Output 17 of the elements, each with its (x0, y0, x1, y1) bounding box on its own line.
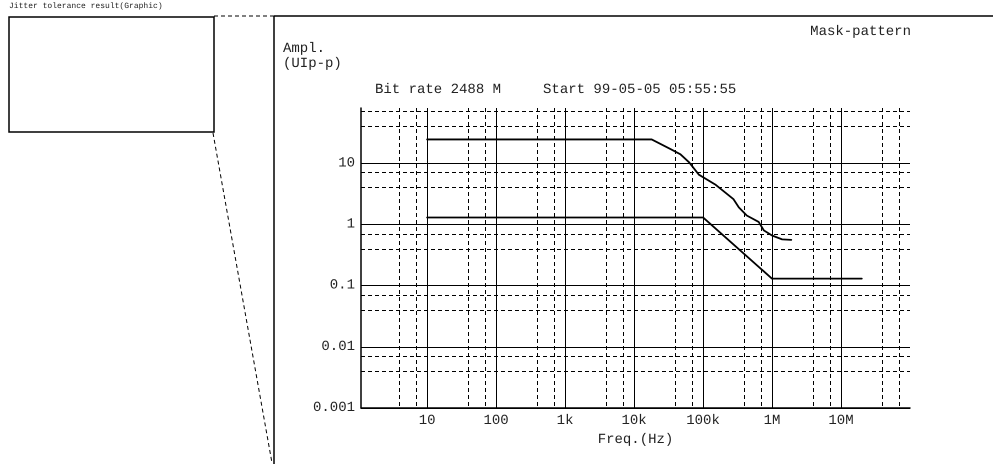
y-tick-label: 0.01 (321, 338, 355, 355)
y-tick-label: 1 (346, 216, 355, 232)
y-axis-title: Ampl. (UIp-p) (283, 41, 342, 73)
x-tick-label: 100 (484, 413, 509, 429)
x-tick-label: 10 (418, 413, 436, 429)
x-tick-label: 1M (764, 413, 780, 429)
y-tick-label: 0.001 (312, 400, 355, 416)
x-axis-title: Freq.(Hz) (598, 432, 674, 448)
text: Jitter tolerance result(Graphic) (9, 2, 163, 12)
x-tick-label: 100k (686, 413, 720, 429)
x-tick-label: 1k (556, 413, 574, 429)
chart-subtitle: Bit rate 2488 M Start 99-05-05 05:55:55 (375, 82, 736, 98)
text: Mask-pattern (810, 24, 911, 40)
x-tick-label: 10M (828, 413, 854, 429)
y-tick-label: 10 (338, 155, 355, 172)
x-tick-label: 10k (621, 413, 647, 429)
y-tick-label: 0.1 (330, 278, 355, 294)
